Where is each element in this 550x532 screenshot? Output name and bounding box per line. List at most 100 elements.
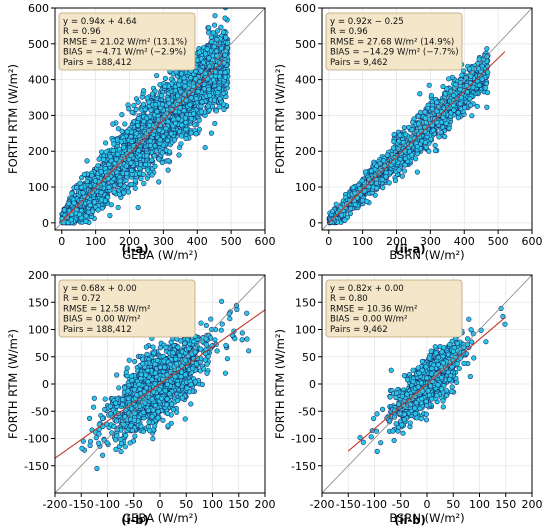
data-point	[350, 185, 356, 191]
data-point	[140, 101, 147, 107]
data-point	[165, 167, 171, 173]
data-point	[115, 126, 121, 132]
data-point	[106, 184, 112, 190]
data-point	[160, 417, 166, 423]
data-point	[128, 167, 135, 174]
data-point	[210, 77, 217, 83]
data-point	[178, 89, 184, 95]
data-point	[165, 119, 171, 125]
data-point	[119, 128, 125, 134]
data-point	[466, 66, 473, 72]
data-point	[175, 116, 181, 122]
data-point	[183, 119, 189, 126]
data-point	[110, 121, 116, 127]
data-point	[103, 149, 109, 155]
data-point	[188, 75, 194, 81]
data-point	[218, 298, 225, 304]
data-point	[215, 90, 221, 96]
stats-line: y = 0.94x + 4.64	[63, 17, 137, 27]
data-point	[172, 120, 179, 127]
data-point	[108, 202, 114, 208]
data-point	[121, 183, 127, 189]
data-point	[156, 127, 162, 133]
data-point	[149, 91, 156, 97]
data-point	[129, 138, 135, 145]
data-point	[96, 156, 102, 162]
data-point	[132, 433, 138, 439]
panel-caption: (ii-a)	[395, 242, 426, 256]
data-point	[178, 133, 185, 139]
data-point	[76, 211, 83, 217]
x-tick-label: 100	[352, 235, 373, 248]
data-point	[105, 176, 111, 182]
y-tick-label: 300	[295, 109, 316, 122]
data-point	[222, 74, 228, 80]
data-point	[162, 75, 169, 82]
data-point	[373, 180, 380, 186]
data-point	[107, 212, 113, 219]
x-axis-label: GEBA (W/m²)	[122, 248, 198, 262]
data-point	[128, 153, 134, 159]
data-point	[223, 34, 229, 40]
data-point	[121, 190, 127, 196]
data-point	[182, 416, 188, 422]
data-point	[93, 435, 99, 441]
data-point	[154, 109, 160, 115]
data-point	[152, 124, 158, 131]
data-point	[126, 106, 132, 112]
data-point	[178, 141, 184, 147]
data-point	[183, 135, 189, 142]
data-point	[162, 83, 168, 90]
data-point	[362, 169, 369, 175]
identity-line	[322, 8, 532, 230]
data-point	[188, 116, 194, 122]
data-point	[468, 73, 474, 79]
data-point	[116, 385, 122, 391]
data-point	[73, 185, 80, 191]
data-point	[221, 106, 227, 112]
data-point	[78, 184, 85, 191]
data-point	[120, 144, 127, 151]
data-point	[84, 178, 90, 185]
data-point	[383, 174, 389, 180]
data-point	[432, 148, 439, 154]
data-point	[208, 130, 215, 136]
data-point	[442, 91, 448, 97]
x-tick-label: 0	[58, 235, 65, 248]
data-point	[69, 190, 75, 196]
data-point	[77, 180, 83, 186]
data-point	[126, 357, 132, 363]
data-point	[470, 84, 476, 90]
x-tick-label: 400	[187, 235, 208, 248]
data-point	[136, 147, 142, 154]
data-point	[467, 96, 473, 102]
data-point	[80, 190, 86, 196]
x-tick-label: 600	[255, 235, 276, 248]
data-point	[390, 145, 397, 151]
data-point	[392, 177, 399, 183]
data-point	[149, 172, 155, 178]
data-point	[141, 118, 147, 125]
data-point	[92, 178, 98, 184]
data-point	[159, 101, 166, 108]
data-point	[201, 86, 207, 92]
x-tick-label: 0	[325, 235, 332, 248]
data-point	[224, 356, 231, 362]
data-point	[360, 197, 366, 204]
data-point	[368, 168, 374, 174]
data-point	[83, 213, 89, 219]
stats-line: Pairs = 9,462	[330, 58, 388, 68]
stats-box	[325, 12, 463, 71]
data-point	[328, 219, 334, 225]
data-point	[200, 59, 207, 65]
data-point	[133, 131, 139, 137]
data-point	[333, 201, 339, 207]
data-point	[446, 125, 452, 131]
y-tick-label: 200	[28, 145, 49, 158]
data-point	[144, 167, 151, 173]
panel-ii-a: 0 100 200 300 400 500 6000100200300400500600BS…	[273, 2, 543, 262]
data-point	[107, 154, 113, 160]
data-point	[211, 44, 217, 50]
data-point	[426, 148, 432, 154]
